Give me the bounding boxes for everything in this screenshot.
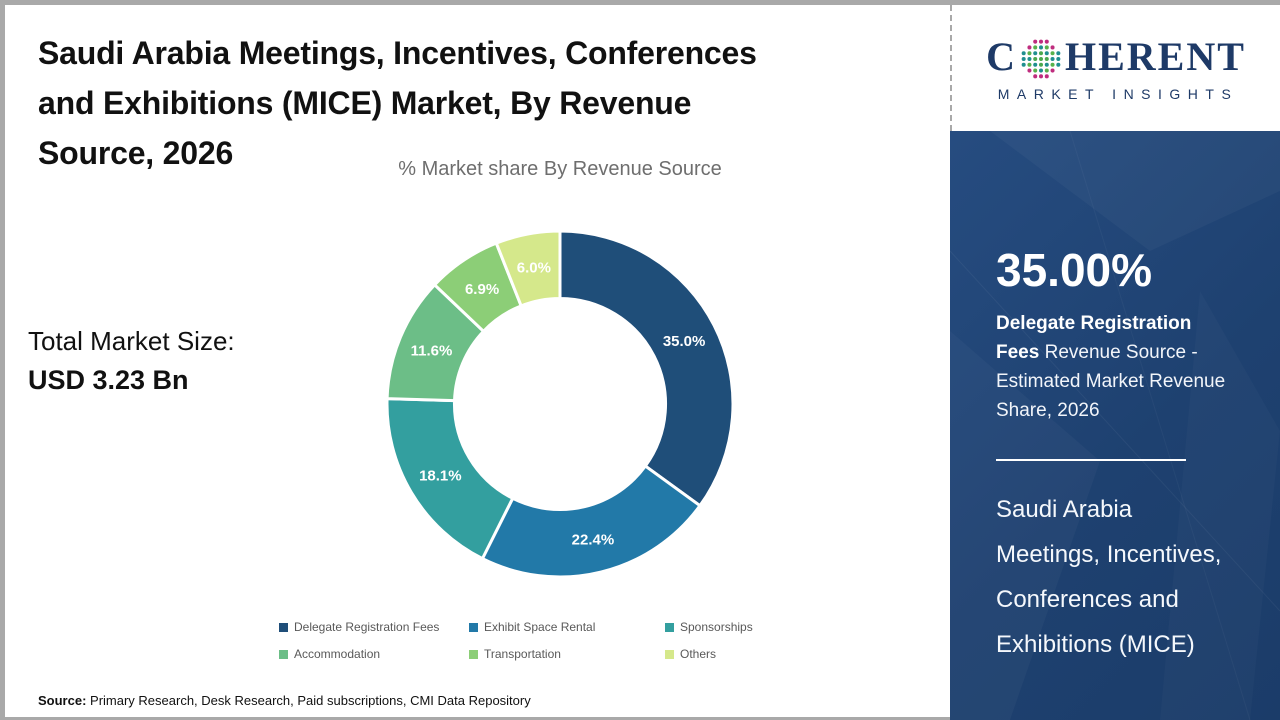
globe-dots-icon bbox=[1021, 39, 1061, 78]
legend-marker bbox=[469, 623, 478, 632]
legend-marker bbox=[279, 650, 288, 659]
globe-dot bbox=[1021, 56, 1026, 61]
slice-label: 6.0% bbox=[517, 259, 551, 276]
legend-item: Exhibit Space Rental bbox=[469, 620, 665, 634]
globe-dot bbox=[1033, 44, 1038, 49]
globe-dot bbox=[1050, 56, 1055, 61]
donut-slice-exhibit-space-rental bbox=[480, 464, 702, 579]
panel-market-name: Saudi Arabia Meetings, Incentives, Confe… bbox=[996, 496, 1222, 658]
market-size-label: Total Market Size: bbox=[28, 326, 235, 356]
legend-marker bbox=[665, 650, 674, 659]
globe-dot bbox=[1050, 50, 1055, 55]
legend-label: Accommodation bbox=[294, 647, 381, 661]
slice-label: 22.4% bbox=[572, 532, 615, 549]
globe-dot bbox=[1033, 73, 1038, 78]
globe-dot bbox=[1027, 56, 1032, 61]
globe-dot bbox=[1038, 50, 1043, 55]
legend-label: Sponsorships bbox=[680, 620, 753, 634]
legend-label: Exhibit Space Rental bbox=[484, 620, 596, 634]
legend-item: Sponsorships bbox=[665, 620, 795, 634]
panel-divider bbox=[996, 459, 1186, 461]
page-title-line-1: Saudi Arabia Meetings, Incentives, Confe… bbox=[38, 35, 757, 71]
globe-dot bbox=[1044, 39, 1049, 44]
globe-dot bbox=[1027, 50, 1032, 55]
globe-dot bbox=[1044, 50, 1049, 55]
brand-letters-rest: HERENT bbox=[1064, 33, 1246, 79]
page-border-bottom bbox=[0, 717, 950, 720]
legend-marker bbox=[279, 623, 288, 632]
page-title-line-3: Source, 2026 bbox=[38, 135, 234, 171]
legend-label: Transportation bbox=[484, 647, 561, 661]
highlight-stat-rest: Revenue Source - Estimated Market Revenu… bbox=[996, 342, 1226, 421]
globe-dot bbox=[1033, 62, 1038, 67]
globe-dot bbox=[1044, 62, 1049, 67]
brand-letter-c: C bbox=[986, 33, 1017, 79]
chart-legend: Delegate Registration Fees Exhibit Space … bbox=[279, 620, 795, 661]
legend-label: Delegate Registration Fees bbox=[294, 620, 440, 634]
legend-item: Delegate Registration Fees bbox=[279, 620, 469, 634]
globe-dot bbox=[1027, 68, 1032, 73]
globe-dot bbox=[1021, 50, 1026, 55]
source-note: Source: Primary Research, Desk Research,… bbox=[38, 693, 531, 708]
globe-dot bbox=[1044, 44, 1049, 49]
brand-wordmark: C HERENT bbox=[986, 35, 1246, 79]
brand-logo: C HERENT MARKET INSIGHTS bbox=[950, 5, 1280, 131]
globe-dot bbox=[1033, 50, 1038, 55]
globe-dot bbox=[1038, 62, 1043, 67]
legend-marker bbox=[665, 623, 674, 632]
chart-title: % Market share By Revenue Source bbox=[398, 158, 722, 180]
source-text: Primary Research, Desk Research, Paid su… bbox=[86, 693, 531, 708]
slice-label: 35.0% bbox=[663, 333, 706, 350]
globe-dot bbox=[1044, 73, 1049, 78]
brand-subtitle: MARKET INSIGHTS bbox=[997, 85, 1239, 102]
total-market-size: Total Market Size: USD 3.23 Bn bbox=[28, 326, 235, 396]
legend-item: Others bbox=[665, 647, 795, 661]
highlight-stat-description: Delegate Registration Fees Revenue Sourc… bbox=[996, 309, 1236, 425]
globe-dot bbox=[1044, 68, 1049, 73]
donut-chart: 35.0% 22.4% 18.1% 11.6% 6.9% 6.0% bbox=[385, 229, 735, 579]
globe-dot bbox=[1038, 73, 1043, 78]
legend-item: Transportation bbox=[469, 647, 665, 661]
globe-dot bbox=[1056, 50, 1061, 55]
globe-dot bbox=[1038, 44, 1043, 49]
slice-label: 11.6% bbox=[411, 343, 453, 360]
highlight-panel: 35.00% Delegate Registration Fees Revenu… bbox=[950, 131, 1280, 720]
globe-dot bbox=[1033, 39, 1038, 44]
globe-dot bbox=[1038, 39, 1043, 44]
donut-slice-others bbox=[494, 229, 562, 308]
globe-dot bbox=[1056, 56, 1061, 61]
legend-label: Others bbox=[680, 647, 717, 661]
page-border-top bbox=[0, 0, 1280, 5]
source-label: Source: bbox=[38, 693, 87, 708]
page-title-line-2: and Exhibitions (MICE) Market, By Revenu… bbox=[38, 85, 692, 121]
page-border-left bbox=[0, 0, 5, 720]
highlight-stat-segment: Delegate Registration Fees bbox=[996, 313, 1192, 363]
donut-slice-delegate-registration-fees bbox=[558, 229, 735, 508]
globe-dot bbox=[1050, 44, 1055, 49]
globe-dot bbox=[1038, 56, 1043, 61]
globe-dot bbox=[1033, 56, 1038, 61]
market-size-value: USD 3.23 Bn bbox=[28, 365, 189, 395]
globe-dot bbox=[1027, 62, 1032, 67]
page-title: Saudi Arabia Meetings, Incentives, Confe… bbox=[38, 28, 757, 178]
globe-dot bbox=[1021, 62, 1026, 67]
globe-dot bbox=[1050, 62, 1055, 67]
highlight-stat-value: 35.00% bbox=[996, 244, 1153, 296]
slice-label: 6.9% bbox=[465, 281, 499, 298]
globe-dot bbox=[1056, 62, 1061, 67]
slice-label: 18.1% bbox=[419, 468, 462, 485]
globe-dot bbox=[1033, 68, 1038, 73]
legend-marker bbox=[469, 650, 478, 659]
globe-dot bbox=[1038, 68, 1043, 73]
globe-dot bbox=[1027, 44, 1032, 49]
globe-dot bbox=[1044, 56, 1049, 61]
globe-dot bbox=[1050, 68, 1055, 73]
legend-item: Accommodation bbox=[279, 647, 469, 661]
